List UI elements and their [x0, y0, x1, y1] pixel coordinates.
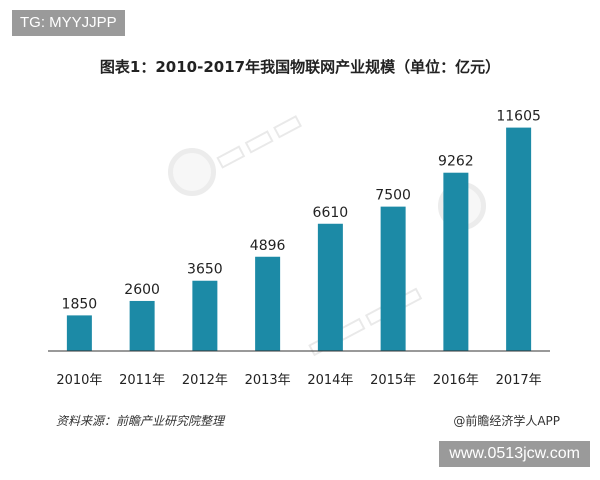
value-labels-group: 1850 2600 3650 4896 6610 7500 9262 11605	[62, 109, 541, 313]
bar-2014年	[317, 223, 343, 351]
value-label: 3650	[187, 262, 223, 278]
bar-2010年	[66, 315, 92, 351]
category-label: 2014年	[307, 373, 353, 388]
category-label: 2015年	[370, 373, 416, 388]
bars-group	[66, 127, 532, 351]
category-labels-group: 2010年 2011年 2012年 2013年 2014年 2015年 2016年 2017年	[56, 373, 541, 388]
source-note: 资料来源：前瞻产业研究院整理	[56, 414, 225, 428]
site-url: www.0513jcw.com	[439, 441, 590, 467]
category-label: 2017年	[496, 373, 542, 388]
value-label: 4896	[250, 238, 286, 254]
category-label: 2011年	[119, 373, 165, 388]
watermark-logo-icon	[168, 148, 216, 196]
category-label: 2013年	[245, 373, 291, 388]
bar-2017年	[506, 127, 532, 351]
brand-credit: @前瞻经济学人APP	[453, 414, 560, 428]
bar-2016年	[443, 172, 469, 351]
category-label: 2016年	[433, 373, 479, 388]
bar-2011年	[129, 300, 155, 351]
category-label: 2012年	[182, 373, 228, 388]
channel-tag: TG: MYYJJPP	[12, 10, 125, 36]
value-label: 9262	[438, 154, 474, 170]
bar-2015年	[380, 206, 406, 351]
bar-2012年	[192, 280, 218, 351]
chart-title: 图表1：2010-2017年我国物联网产业规模（单位：亿元）	[99, 58, 501, 76]
value-label: 7500	[375, 188, 411, 204]
bar-2013年	[255, 256, 281, 351]
value-label: 2600	[124, 282, 160, 298]
value-label: 11605	[496, 109, 541, 125]
value-label: 6610	[313, 205, 349, 221]
value-label: 1850	[62, 296, 98, 312]
category-label: 2010年	[56, 373, 102, 388]
